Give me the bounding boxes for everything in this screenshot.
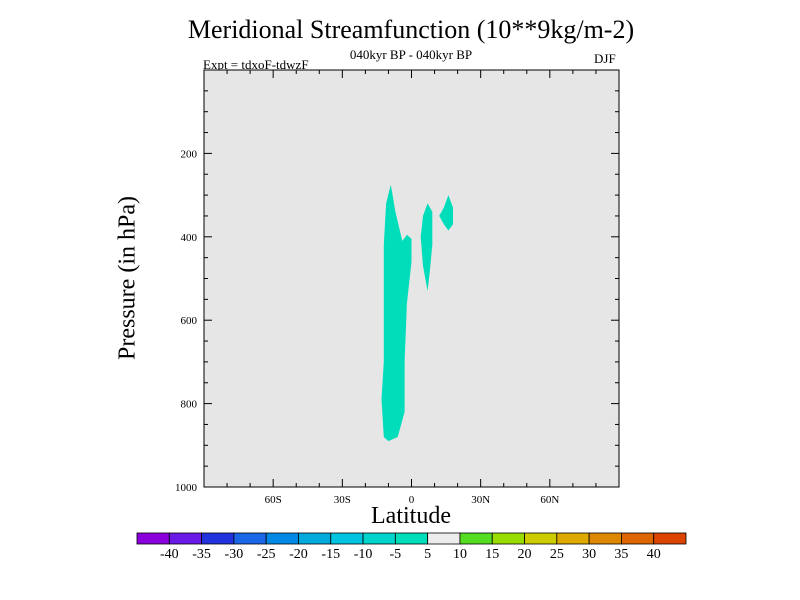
colorbar-swatch xyxy=(136,532,170,545)
colorbar-label: 10 xyxy=(453,547,467,562)
colorbar-swatch xyxy=(621,532,655,545)
colorbar-label: 35 xyxy=(614,547,628,562)
colorbar-label: 30 xyxy=(582,547,596,562)
x-tick-label: 60S xyxy=(265,494,282,506)
colorbar-swatch xyxy=(491,532,525,545)
colorbar-label: -10 xyxy=(354,547,373,562)
y-tick-label: 400 xyxy=(181,232,198,244)
colorbar-label: 5 xyxy=(424,547,431,562)
colorbar-swatch xyxy=(362,532,396,545)
x-axis-label: Latitude xyxy=(371,503,451,529)
colorbar-label: 15 xyxy=(485,547,499,562)
shaded-region-2 xyxy=(420,203,433,291)
colorbar-swatch xyxy=(459,532,493,545)
colorbar-swatch xyxy=(265,532,299,545)
chart-title: Meridional Streamfunction (10**9kg/m-2) xyxy=(187,15,635,44)
colorbar-swatch xyxy=(653,532,687,545)
colorbar-swatch xyxy=(201,532,235,545)
shaded-region-1 xyxy=(381,184,412,442)
experiment-label: Expt = tdxoF-tdwzF xyxy=(203,57,309,72)
colorbar-label: -30 xyxy=(225,547,244,562)
season-label: DJF xyxy=(594,51,616,66)
x-tick-label: 30N xyxy=(471,494,490,506)
colorbar-label: -40 xyxy=(160,547,179,562)
y-tick-label: 200 xyxy=(181,148,198,160)
chart-subtitle: 040kyr BP - 040kyr BP xyxy=(349,47,473,62)
colorbar-label: -20 xyxy=(289,547,308,562)
colorbar-swatch xyxy=(233,532,267,545)
colorbar-label: 40 xyxy=(647,547,661,562)
y-tick-label: 1000 xyxy=(175,482,198,494)
y-tick-label: 600 xyxy=(181,315,198,327)
colorbar-swatch xyxy=(427,532,461,545)
colorbar-label: 25 xyxy=(550,547,564,562)
colorbar-label: -35 xyxy=(192,547,211,562)
colorbar-label: -25 xyxy=(257,547,276,562)
x-tick-label: 60N xyxy=(540,494,559,506)
plot-background xyxy=(204,70,619,487)
x-tick-label: 0 xyxy=(409,494,415,506)
colorbar-swatch xyxy=(524,532,558,545)
colorbar-swatch xyxy=(330,532,364,545)
colorbar-label: -5 xyxy=(390,547,402,562)
colorbar-label: 20 xyxy=(518,547,532,562)
y-tick-label: 800 xyxy=(181,399,198,411)
shaded-region-3 xyxy=(439,195,453,231)
colorbar-swatch xyxy=(394,532,429,545)
colorbar-label: -15 xyxy=(321,547,340,562)
colorbar-swatch xyxy=(168,532,202,545)
x-tick-label: 30S xyxy=(334,494,351,506)
colorbar-swatch xyxy=(298,532,332,545)
colorbar-swatch xyxy=(588,532,622,545)
colorbar-swatch xyxy=(556,532,590,545)
